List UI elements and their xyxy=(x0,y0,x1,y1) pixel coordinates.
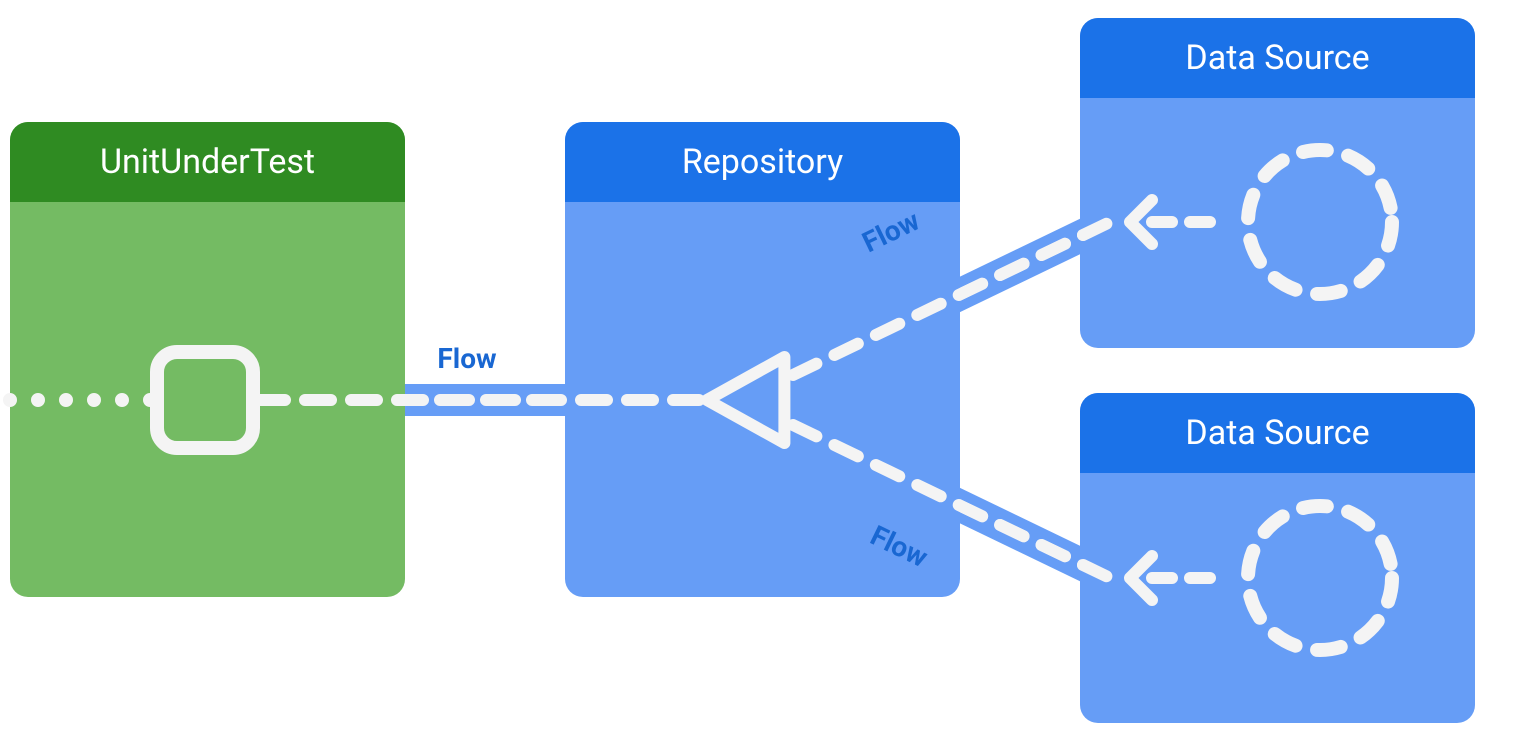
box-ds2-title: Data Source xyxy=(1185,413,1369,453)
box-ds1-title: Data Source xyxy=(1185,38,1369,78)
box-unit: UnitUnderTest xyxy=(10,122,405,597)
box-ds1: Data Source xyxy=(1080,18,1475,348)
box-unit-title: UnitUnderTest xyxy=(100,142,315,182)
flow-diagram: UnitUnderTest Repository Data Source Data S… xyxy=(0,0,1519,741)
box-repo: Repository xyxy=(565,122,960,597)
left_pipe-label: Flow xyxy=(437,342,497,375)
box-ds2: Data Source xyxy=(1080,393,1475,723)
box-repo-title: Repository xyxy=(682,142,843,182)
